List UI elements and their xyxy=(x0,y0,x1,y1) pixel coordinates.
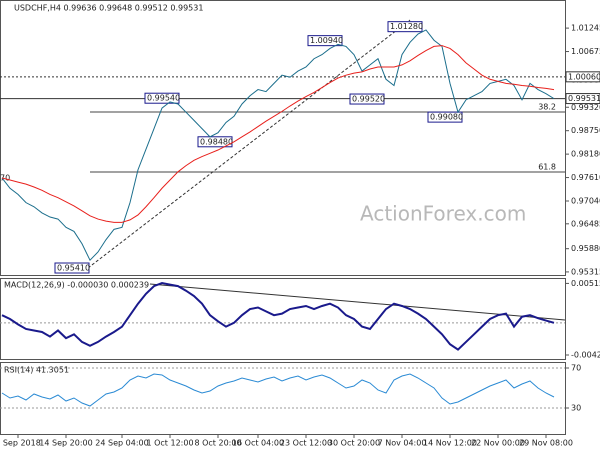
annotation-label: 70 xyxy=(0,174,10,183)
y-tick-label: 1.01245 xyxy=(571,24,600,33)
annotation-label: 1.01280 xyxy=(390,22,423,31)
annotation-box xyxy=(349,93,385,105)
y-tick-label: 0.005154 xyxy=(571,279,600,288)
series-line xyxy=(1,45,555,223)
annotation-label: 0.95410 xyxy=(57,264,90,273)
fib-label: 61.8 xyxy=(538,163,556,172)
annotation-box xyxy=(387,21,423,33)
series-line xyxy=(1,282,555,351)
level-box xyxy=(565,71,600,83)
y-tick-label: 30 xyxy=(571,404,581,413)
annotation-label: 1.00940 xyxy=(310,36,343,45)
rsi-panel xyxy=(0,362,566,435)
x-tick-label: 22 Nov 00:00 xyxy=(471,439,525,448)
x-tick-label: 8 Oct 20:00 xyxy=(194,439,241,448)
y-tick-label: 0.95315 xyxy=(571,267,600,276)
macd-title: MACD(12,26,9) -0.000030 0.000239 xyxy=(4,281,149,290)
price-panel xyxy=(0,0,566,276)
x-tick-label: 14 Sep 20:00 xyxy=(39,439,92,448)
x-tick-label: 29 Nov 08:00 xyxy=(519,439,573,448)
rsi-title: RSI(14) 41.3051 xyxy=(4,366,69,375)
annotation-box xyxy=(427,111,463,123)
x-tick-label: 24 Sep 04:00 xyxy=(95,439,148,448)
symbol-header: USDCHF,H4 0.99636 0.99648 0.99512 0.9953… xyxy=(14,4,203,13)
level-label: 0.99531 xyxy=(568,94,600,103)
y-tick-label: 70 xyxy=(571,364,581,373)
level-box xyxy=(565,93,600,105)
level-label: 1.00060 xyxy=(568,72,600,81)
annotation-label: 0.99540 xyxy=(147,94,180,103)
series-line xyxy=(1,373,555,407)
x-tick-label: 30 Oct 20:00 xyxy=(328,439,380,448)
annotation-label: 0.98480 xyxy=(200,137,233,146)
annotation-box xyxy=(197,136,233,148)
series-line xyxy=(1,29,555,262)
fib-label: 38.2 xyxy=(538,103,556,112)
annotation-box xyxy=(54,262,90,274)
annotation-box xyxy=(307,35,343,47)
x-tick-label: 7 Nov 04:00 xyxy=(378,439,427,448)
watermark: ActionForex.com xyxy=(360,202,526,226)
y-tick-label: 1.00675 xyxy=(571,47,600,56)
y-tick-label: 0.99320 xyxy=(571,103,600,112)
x-tick-label: 16 Oct 04:00 xyxy=(232,439,284,448)
annotation-label: 0.99080 xyxy=(430,113,463,122)
annotation-label: 0.99520 xyxy=(352,95,385,104)
macd-panel xyxy=(0,278,566,360)
trend-line xyxy=(87,19,411,269)
x-tick-label: 14 Nov 12:00 xyxy=(423,439,477,448)
x-tick-label: 1 Oct 12:00 xyxy=(146,439,193,448)
x-tick-label: 23 Oct 12:00 xyxy=(280,439,332,448)
y-tick-label: 0.96485 xyxy=(571,219,600,228)
annotation-box xyxy=(144,92,180,104)
x-tick-label: 7 Sep 2018 xyxy=(0,439,41,448)
macd-trend-line xyxy=(149,283,566,321)
y-tick-label: -0.004209 xyxy=(571,351,600,360)
